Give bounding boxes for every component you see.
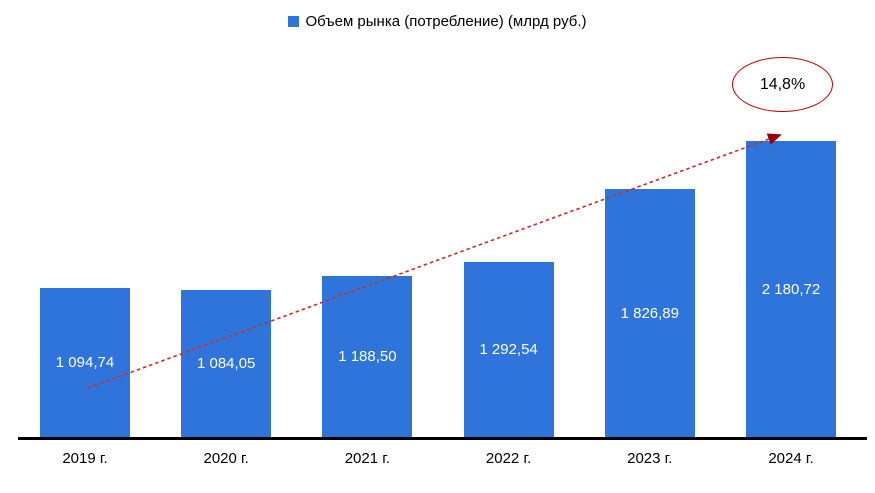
x-axis-label: 2020 г. <box>203 450 249 467</box>
bar-value-label: 2 180,72 <box>761 280 821 298</box>
bar-2023: 1 826,89 <box>604 189 695 437</box>
legend-marker-icon <box>288 16 300 27</box>
bar-value-label: 1 292,54 <box>479 340 538 358</box>
bar-value-label: 1 826,89 <box>620 304 679 322</box>
x-axis-label: 2023 г. <box>627 450 673 467</box>
x-axis-label: 2021 г. <box>344 450 391 467</box>
bar-value-label: 1 094,74 <box>55 354 115 372</box>
bar-2020: 1 084,05 <box>181 289 272 437</box>
x-axis-line <box>18 437 867 440</box>
bar-value-label: 1 084,05 <box>196 354 256 372</box>
legend: Объем рынка (потребление) (млрд руб.) <box>0 14 875 29</box>
bar-2021: 1 188,50 <box>322 275 413 437</box>
x-axis-label: 2022 г. <box>485 450 532 467</box>
growth-ellipse: 14,8% <box>732 57 833 112</box>
legend-label: Объем рынка (потребление) (млрд руб.) <box>305 13 587 30</box>
bar-value-label: 1 188,50 <box>338 347 397 365</box>
x-axis-label: 2024 г. <box>768 450 814 467</box>
growth-rate-label: 14,8% <box>759 75 806 93</box>
bar-2024: 2 180,72 <box>746 141 836 437</box>
bar-2022: 1 292,54 <box>463 261 554 437</box>
bar-2019: 1 094,74 <box>40 288 130 437</box>
x-axis-label: 2019 г. <box>62 450 108 467</box>
